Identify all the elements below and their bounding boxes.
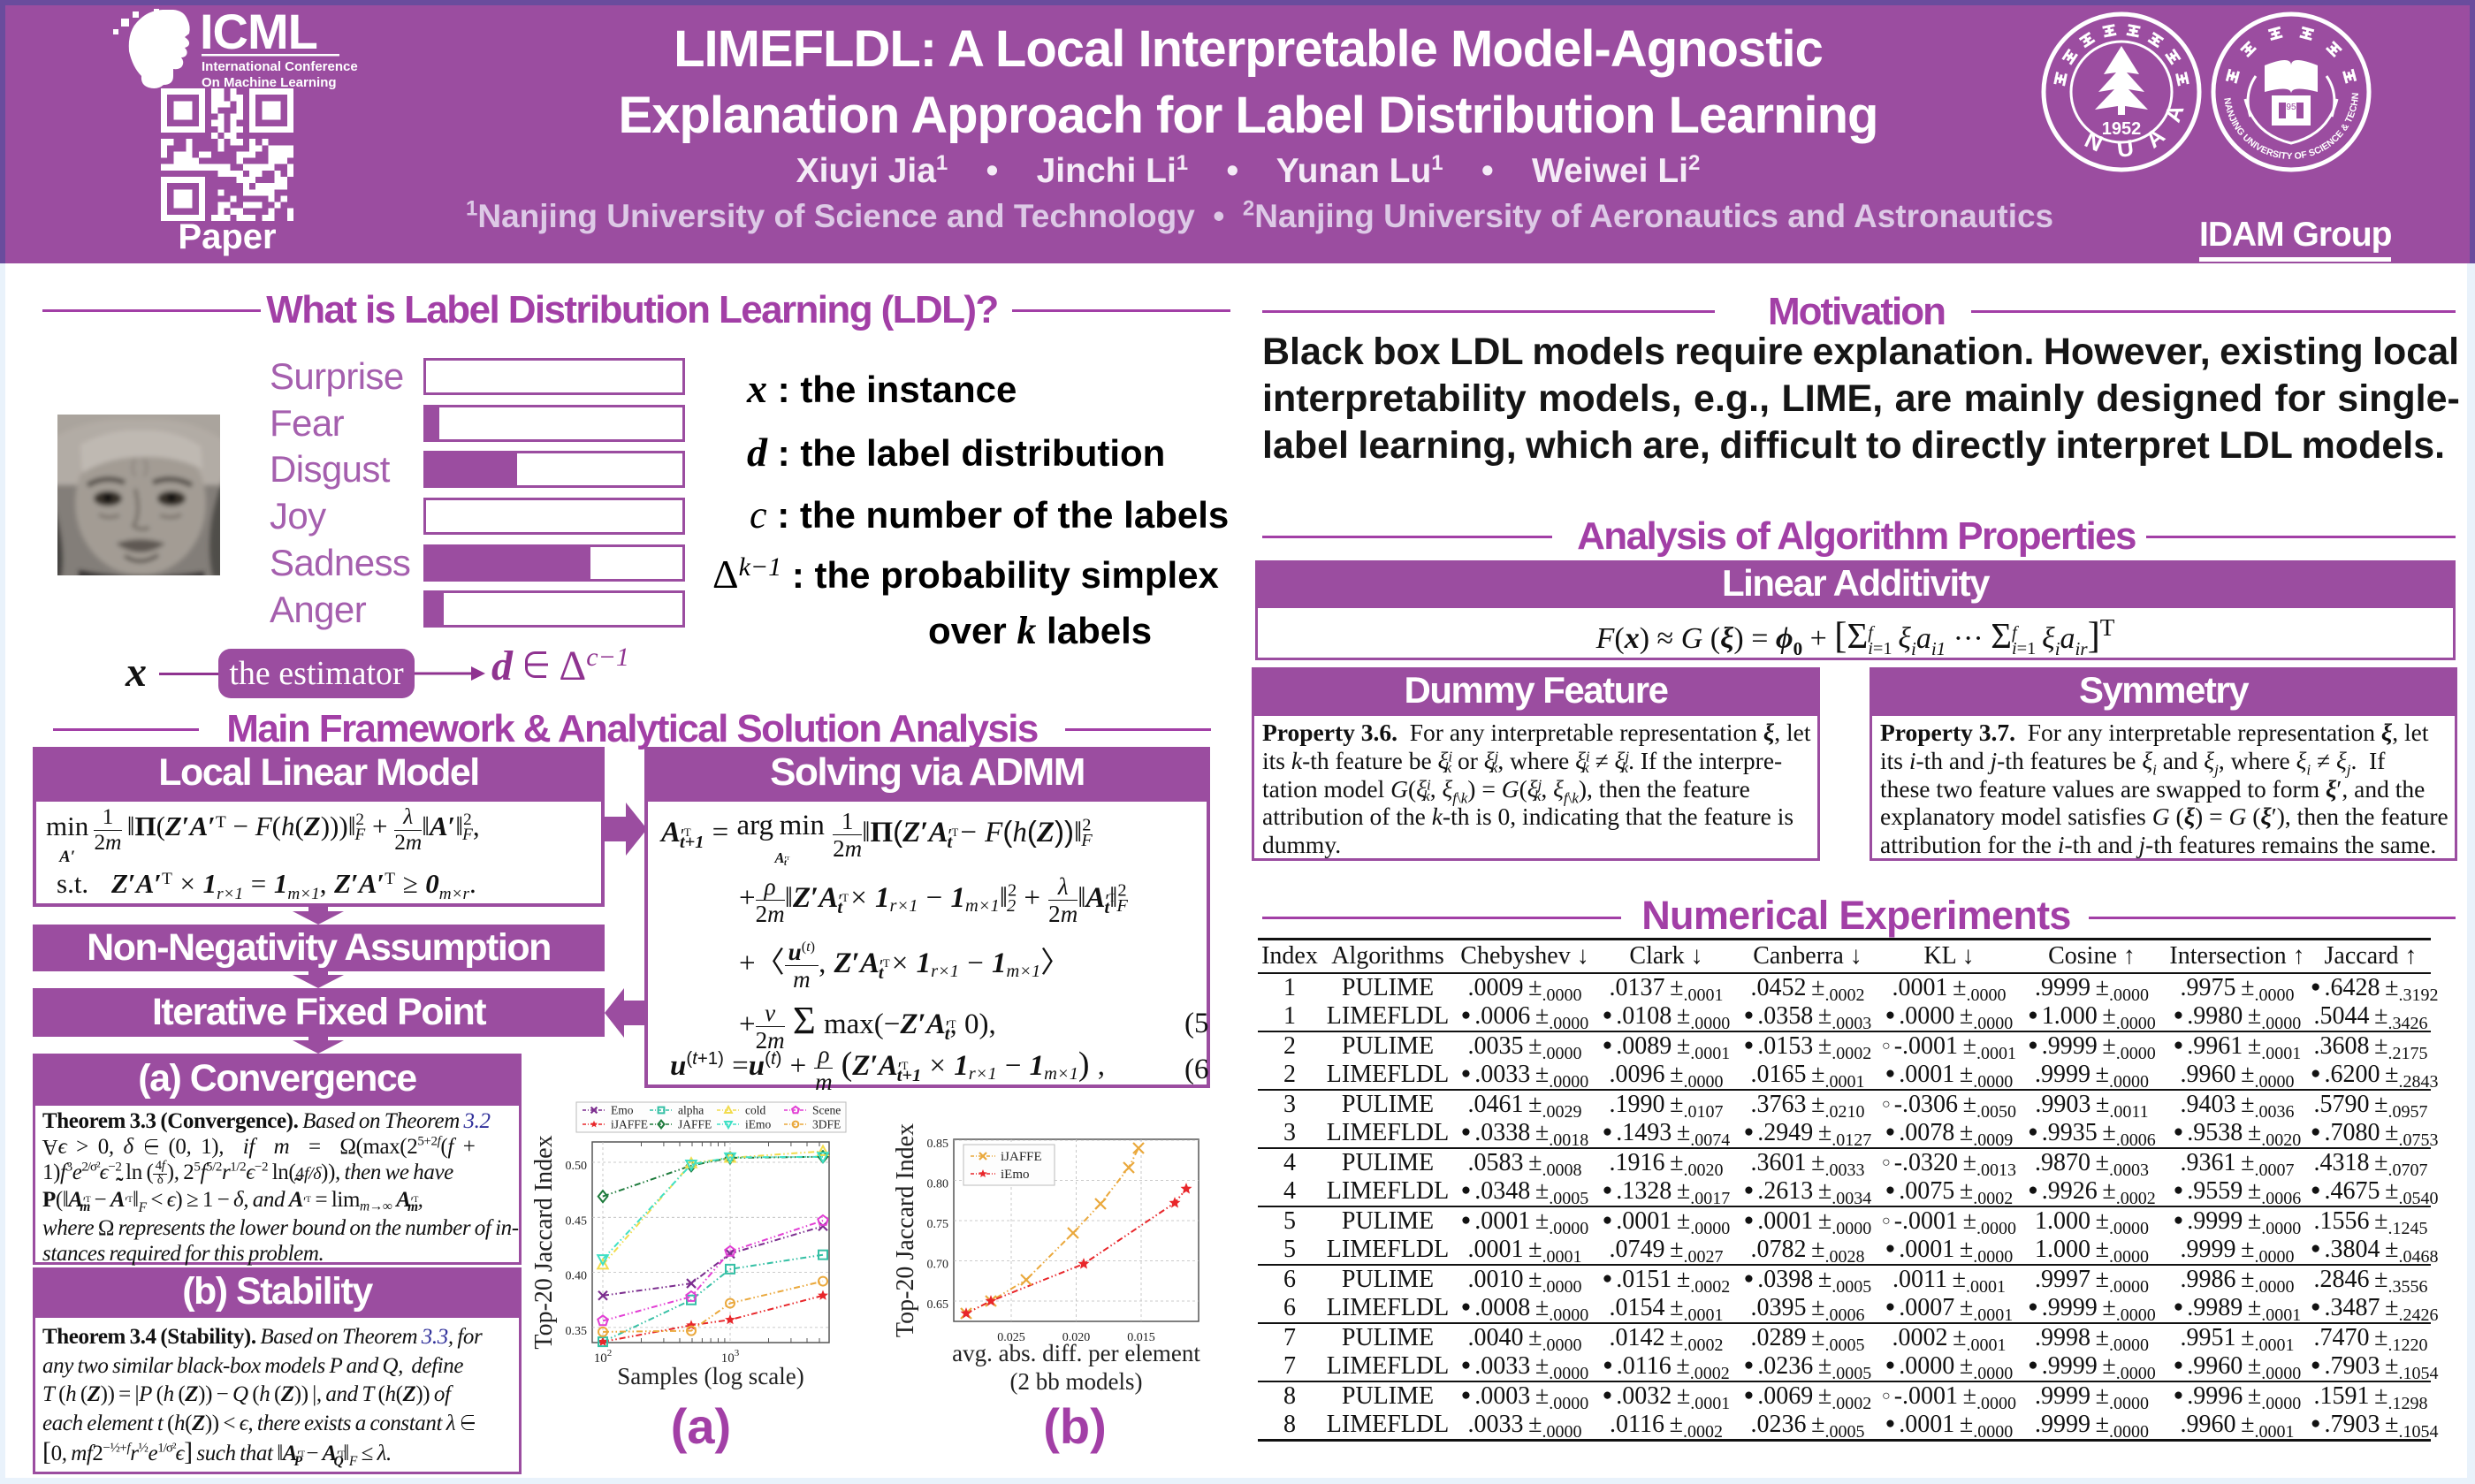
svg-text:0.80: 0.80 [927,1178,949,1191]
svg-text:0.35: 0.35 [566,1325,588,1338]
svg-text:International Conference: International Conference [202,59,358,74]
svg-text:0.50: 0.50 [566,1160,588,1173]
svg-text:avg. abs. diff. per element: avg. abs. diff. per element [952,1340,1200,1366]
svg-text:0.65: 0.65 [927,1298,949,1312]
svg-text:0.45: 0.45 [566,1214,588,1228]
svg-text:iJAFFE: iJAFFE [611,1118,648,1131]
svg-text:102: 102 [594,1348,613,1366]
svg-text:0.70: 0.70 [927,1259,949,1272]
svg-text:cold: cold [745,1104,765,1117]
svg-text:1953: 1953 [2281,103,2302,112]
svg-text:Top-20 Jaccard Index: Top-20 Jaccard Index [892,1123,919,1337]
svg-text:0.85: 0.85 [927,1138,949,1151]
svg-text:Scene: Scene [812,1104,841,1117]
svg-text:iEmo: iEmo [1001,1168,1030,1182]
svg-text:Samples (log scale): Samples (log scale) [617,1363,803,1389]
svg-text:0.75: 0.75 [927,1218,949,1231]
svg-text:alpha: alpha [678,1104,704,1117]
svg-text:JAFFE: JAFFE [678,1118,712,1131]
svg-text:iJAFFE: iJAFFE [1001,1150,1042,1164]
svg-text:Top-20 Jaccard Index: Top-20 Jaccard Index [530,1135,558,1349]
svg-text:0.015: 0.015 [1127,1331,1155,1344]
svg-text:ICML: ICML [200,7,317,59]
svg-text:Emo: Emo [611,1104,634,1117]
svg-text:0.40: 0.40 [566,1270,588,1283]
svg-text:(2 bb models): (2 bb models) [1010,1368,1143,1395]
svg-text:iEmo: iEmo [745,1118,771,1131]
svg-text:0.025: 0.025 [997,1331,1025,1344]
svg-text:3DFE: 3DFE [812,1118,841,1131]
svg-text:1952: 1952 [2102,119,2142,139]
svg-text:0.020: 0.020 [1062,1331,1091,1344]
svg-text:On Machine Learning: On Machine Learning [202,75,337,90]
